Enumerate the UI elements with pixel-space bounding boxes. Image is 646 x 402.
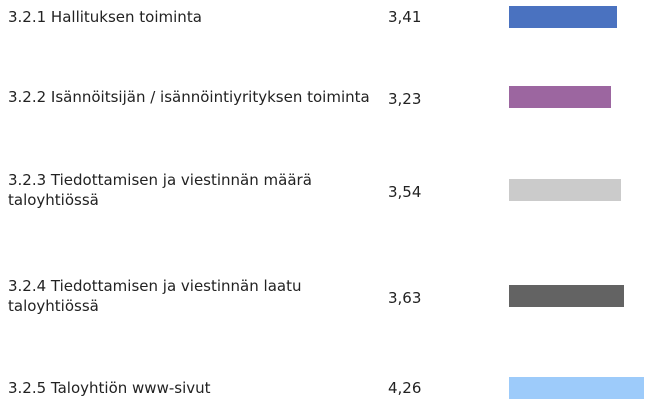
category-label: 3.2.5 Taloyhtiön www-sivut — [8, 379, 211, 397]
category-label: 3.2.2 Isännöitsijän / isännöintiyritykse… — [8, 88, 370, 106]
category-label: 3.2.4 Tiedottamisen ja viestinnän laatu … — [8, 277, 302, 315]
value-label: 3,41 — [388, 8, 422, 26]
value-label: 4,26 — [388, 379, 422, 397]
bar — [509, 377, 644, 399]
bar — [509, 179, 621, 201]
value-label: 3,63 — [388, 289, 422, 307]
value-label: 3,23 — [388, 90, 422, 108]
value-label: 3,54 — [388, 183, 422, 201]
category-label: 3.2.3 Tiedottamisen ja viestinnän määrä … — [8, 171, 312, 209]
bar — [509, 86, 612, 108]
bar — [509, 285, 624, 307]
bar — [509, 6, 617, 28]
category-label: 3.2.1 Hallituksen toiminta — [8, 8, 202, 26]
